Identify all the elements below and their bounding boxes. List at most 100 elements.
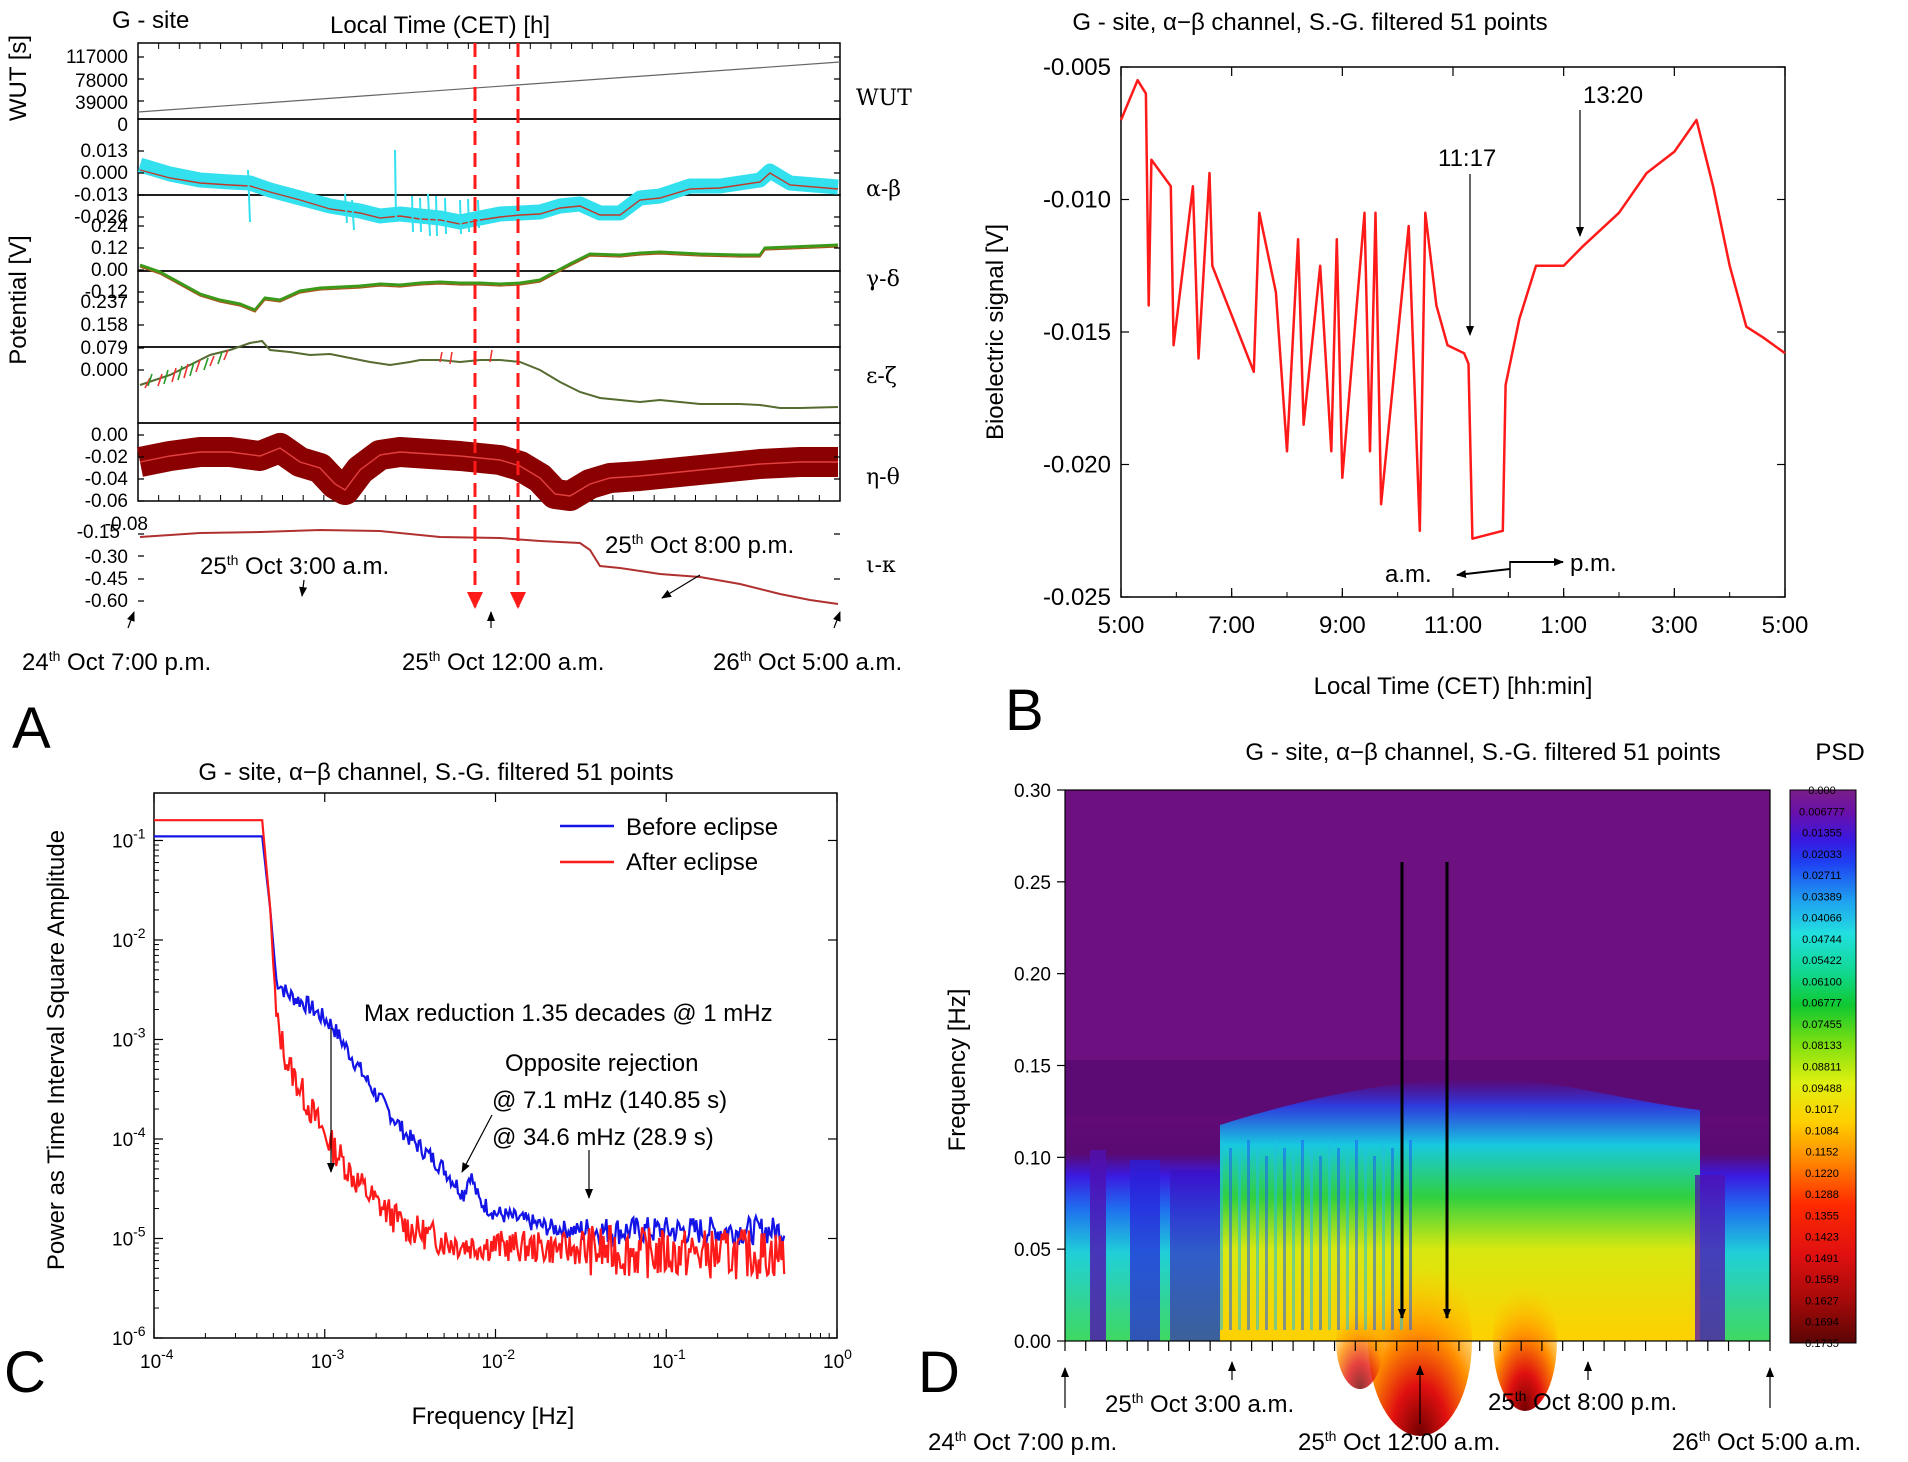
- eta-tick-1: -0.02: [85, 447, 128, 468]
- colorbar-tick-label: 0.006777: [1799, 806, 1845, 818]
- colorbar-tick-label: 0.05422: [1802, 955, 1842, 967]
- panel-b-series: [1119, 78, 1786, 540]
- gd-y-ticks: [138, 225, 840, 293]
- panel-d-ytick-label: 0.10: [1014, 1148, 1051, 1169]
- panel-d-label-8pm: 25th Oct 8:00 p.m.: [1488, 1388, 1677, 1416]
- panel-c-ylabel: Power as Time Interval Square Amplitude: [43, 830, 70, 1270]
- panel-c-ytick-label: 10-6: [112, 1323, 146, 1350]
- colorbar-tick-label: 0.1423: [1805, 1232, 1839, 1244]
- panel-b-pm-label: p.m.: [1570, 550, 1617, 577]
- panel-b-ytick-label: -0.015: [1043, 319, 1111, 346]
- panel-a-ann-8pm: 25th Oct 8:00 p.m.: [605, 531, 794, 559]
- panel-b-am-label: a.m.: [1385, 561, 1432, 588]
- colorbar-tick-label: 0.1735: [1805, 1338, 1839, 1350]
- colorbar-tick-label: 0.1017: [1805, 1104, 1839, 1116]
- colorbar-title: PSD: [1815, 739, 1864, 766]
- colorbar-tick-label: 0.07455: [1802, 1019, 1842, 1031]
- ab-tick-3: -0.026: [74, 207, 128, 228]
- panel-d: G - site, α−β channel, S.-G. filtered 51…: [928, 739, 1865, 1456]
- ez-y-ticks: [138, 301, 840, 371]
- panel-b-xtick-label: 5:00: [1762, 612, 1809, 639]
- wut-line: [137, 61, 841, 113]
- panel-b-x-ticks: 5:00 7:00 9:00 11:00 1:00 3:00 5:00: [1098, 67, 1809, 639]
- legend-after-label: After eclipse: [626, 849, 758, 876]
- panel-b-xtick-label: 3:00: [1651, 612, 1698, 639]
- panel-d-heatmap: [1065, 790, 1770, 1436]
- ab-tick-0: 0.013: [80, 141, 128, 162]
- wut-tick-0: 117000: [66, 47, 128, 68]
- panel-d-label-7pm: 24th Oct 7:00 p.m.: [928, 1428, 1117, 1456]
- colorbar-tick-label: 0.000: [1808, 785, 1836, 797]
- panel-d-title: G - site, α−β channel, S.-G. filtered 51…: [1245, 739, 1720, 766]
- legend-before-label: Before eclipse: [626, 814, 778, 841]
- channel-ab: α-β: [866, 177, 901, 202]
- panel-a-bottom-arrow-left: [127, 611, 135, 629]
- ab-y-ticks: [138, 150, 840, 218]
- panel-a-ann-3am: 25th Oct 3:00 a.m.: [200, 552, 389, 580]
- panel-b-ytick-label: -0.005: [1043, 54, 1111, 81]
- colorbar-tick-label: 0.1220: [1805, 1168, 1839, 1180]
- panel-b-ann-1117: 11:17: [1438, 145, 1496, 172]
- panel-letter-a: A: [12, 696, 51, 761]
- wut-tick-1: 78000: [75, 71, 128, 92]
- ez-series: [139, 339, 839, 409]
- eta-y-ticks: [138, 434, 840, 502]
- colorbar-tick-label: 0.1491: [1805, 1253, 1839, 1265]
- panel-c-ann-opp-1: Opposite rejection: [505, 1050, 698, 1077]
- panel-a-x-ticks: [137, 43, 841, 501]
- panel-b: G - site, α−β channel, S.-G. filtered 51…: [982, 9, 1808, 700]
- panel-c-ann-opp-2: @ 7.1 mHz (140.85 s): [492, 1087, 727, 1114]
- eta-tick-3: -0.06: [85, 491, 128, 512]
- panel-c-ytick-label: 10-1: [112, 825, 146, 852]
- channel-ez: ε-ζ: [866, 364, 897, 389]
- panel-c-xtick-label: 10-1: [652, 1346, 686, 1373]
- panel-d-ytick-label: 0.20: [1014, 965, 1051, 986]
- panel-d-label-5am: 26th Oct 5:00 a.m.: [1672, 1428, 1861, 1456]
- panel-b-ann-1320: 13:20: [1583, 82, 1643, 109]
- panel-b-ytick-label: -0.020: [1043, 452, 1111, 479]
- ez-tick-0: 0.237: [80, 292, 128, 313]
- wut-tick-2: 39000: [75, 93, 128, 114]
- colorbar-tick-label: 0.08133: [1802, 1040, 1842, 1052]
- colorbar-tick-label: 0.1288: [1805, 1189, 1839, 1201]
- eta-series: [137, 433, 838, 511]
- panel-c-ann-71-arrow: [461, 1114, 493, 1173]
- ez-tick-1: 0.158: [80, 315, 128, 336]
- panel-c-xtick-label: 10-2: [482, 1346, 516, 1373]
- panel-d-ylabel: Frequency [Hz]: [944, 989, 971, 1152]
- panel-a-bottom-label-0: 24th Oct 7:00 p.m.: [22, 648, 211, 676]
- colorbar-tick-label: 0.1559: [1805, 1274, 1839, 1286]
- colorbar-tick-label: 0.1152: [1806, 1147, 1839, 1159]
- panel-c-ytick-label: 10-4: [112, 1124, 146, 1151]
- panel-c: G - site, α−β channel, S.-G. filtered 51…: [43, 759, 852, 1430]
- panel-b-ytick-label: -0.025: [1043, 584, 1111, 611]
- colorbar-tick-label: 0.02711: [1803, 870, 1842, 882]
- ik-y-ticks: [138, 533, 840, 602]
- eta-tick-0: 0.00: [91, 425, 128, 446]
- ik-tick-3: -0.45: [85, 569, 128, 590]
- ik-tick-4: -0.60: [85, 591, 128, 612]
- panel-c-xlabel: Frequency [Hz]: [412, 1403, 575, 1430]
- panel-c-xtick-label: 10-4: [140, 1346, 174, 1373]
- panel-c-series-before: [154, 835, 786, 1249]
- ik-tick-0: -0.15: [77, 522, 120, 543]
- panel-a: G - site Local Time (CET) [h] WUT [s] Po…: [5, 7, 912, 676]
- panel-a-site: G - site: [112, 7, 189, 34]
- wut-y-ticks: [138, 56, 840, 102]
- panel-letter-b: B: [1005, 678, 1044, 743]
- colorbar-tick-label: 0.01355: [1802, 828, 1842, 840]
- gd-tick-3: -0.12: [85, 282, 128, 303]
- channel-ik: ι-κ: [866, 553, 896, 578]
- panel-c-ann-max: Max reduction 1.35 decades @ 1 mHz: [364, 1000, 773, 1027]
- panel-d-ytick-label: 0.30: [1014, 781, 1051, 802]
- panel-d-ytick-label: 0.05: [1014, 1240, 1051, 1261]
- gd-tick-1: 0.12: [91, 238, 128, 259]
- panel-b-xtick-label: 5:00: [1098, 612, 1145, 639]
- ab-tick-2: -0.013: [74, 185, 128, 206]
- colorbar-tick-label: 0.1084: [1805, 1125, 1839, 1137]
- panel-a-ylabel-potential: Potential [V]: [5, 235, 32, 364]
- colorbar-tick-label: 0.02033: [1802, 849, 1842, 861]
- panel-b-title: G - site, α−β channel, S.-G. filtered 51…: [1072, 9, 1547, 36]
- panel-d-label-3am: 25th Oct 3:00 a.m.: [1105, 1390, 1294, 1418]
